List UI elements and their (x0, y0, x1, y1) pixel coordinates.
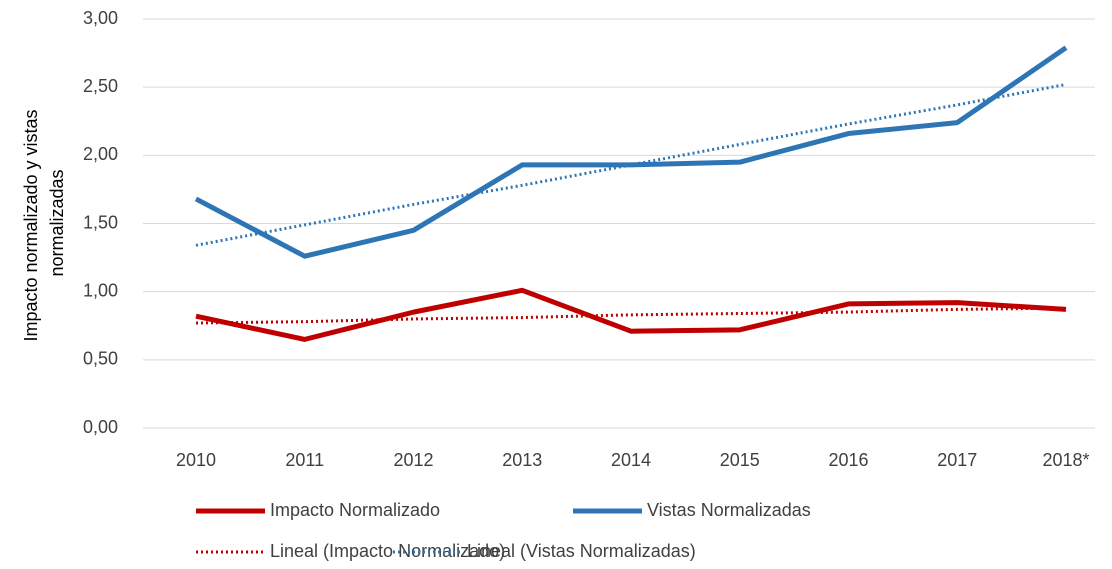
x-tick-label: 2015 (720, 450, 760, 470)
legend-label: Lineal (Impacto Normalizado) (270, 541, 505, 561)
x-tick-label: 2011 (285, 450, 324, 470)
y-tick-label: 2,00 (83, 144, 118, 164)
x-tick-label: 2012 (393, 450, 433, 470)
y-tick-label: 0,00 (83, 417, 118, 437)
y-tick-label: 1,00 (83, 280, 118, 300)
y-axis-label-line: normalizadas (47, 169, 67, 276)
y-tick-label: 3,00 (83, 8, 118, 28)
x-tick-label: 2010 (176, 450, 216, 470)
y-tick-label: 0,50 (83, 349, 118, 369)
series-line (195, 306, 1067, 325)
y-tick-label: 2,50 (83, 76, 118, 96)
y-tick-label: 1,50 (83, 212, 118, 232)
y-axis-label-line: Impacto normalizado y vistas (21, 109, 41, 341)
legend-label: Vistas Normalizadas (647, 500, 811, 520)
x-tick-label: 2013 (502, 450, 542, 470)
x-tick-label: 2016 (828, 450, 868, 470)
series-line (194, 45, 1068, 259)
x-tick-label: 2018* (1042, 450, 1089, 470)
y-axis-label: Impacto normalizado y vistas normalizada… (21, 104, 67, 341)
x-tick-label: 2014 (611, 450, 651, 470)
legend-label: Lineal (Vistas Normalizadas) (467, 541, 696, 561)
series-line (195, 287, 1067, 342)
x-tick-label: 2017 (937, 450, 977, 470)
legend-label: Impacto Normalizado (270, 500, 440, 520)
